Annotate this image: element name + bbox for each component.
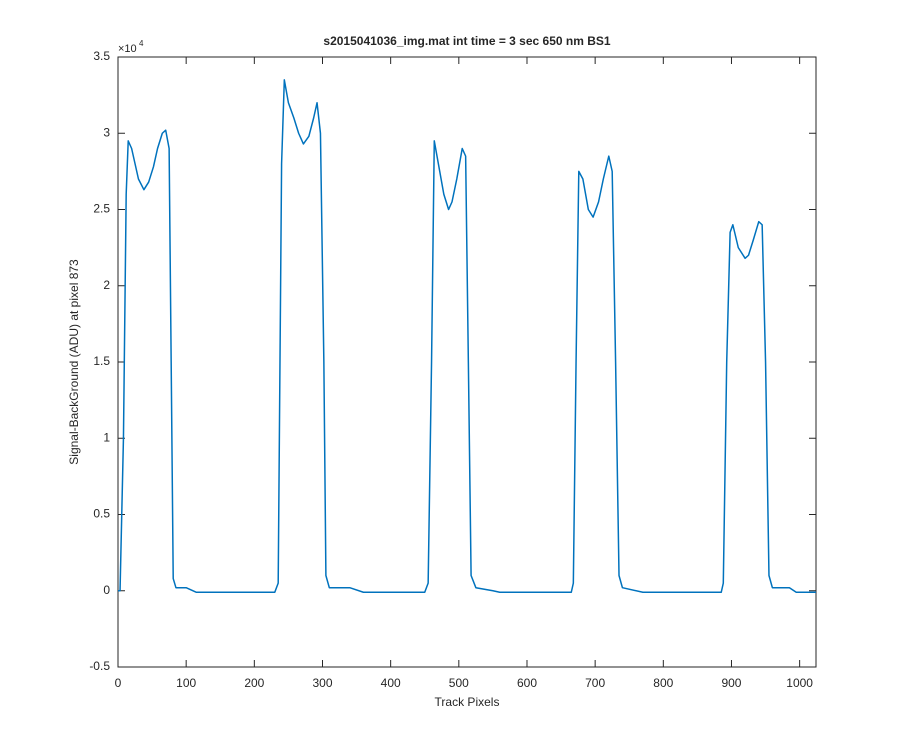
y-tick-label: -0.5 [89, 659, 110, 673]
x-tick-label: 600 [517, 676, 537, 690]
x-tick-label: 900 [721, 676, 741, 690]
plot-box [117, 56, 817, 668]
y-tick-label: 1 [103, 430, 110, 444]
y-tick-label: 0.5 [93, 507, 110, 521]
x-tick-label: 100 [176, 676, 196, 690]
y-exponent: 4 [139, 39, 144, 48]
y-exponent-base: ×10 [118, 43, 137, 55]
x-tick-label: 400 [381, 676, 401, 690]
y-tick-label: 2.5 [93, 202, 110, 216]
y-tick-label: 2 [103, 278, 110, 292]
x-tick-label: 700 [585, 676, 605, 690]
y-axis-label: Signal-BackGround (ADU) at pixel 873 [67, 259, 81, 465]
x-tick-label: 800 [653, 676, 673, 690]
y-tick-label: 0 [103, 583, 110, 597]
chart-title: s2015041036_img.mat int time = 3 sec 650… [323, 34, 610, 48]
y-tick-label: 1.5 [93, 354, 110, 368]
x-tick-label: 0 [115, 676, 122, 690]
x-tick-label: 1000 [786, 676, 813, 690]
x-tick-label: 500 [449, 676, 469, 690]
y-tick-label: 3 [103, 125, 110, 139]
x-tick-label: 200 [244, 676, 264, 690]
data-line [118, 79, 816, 594]
x-axis-label: Track Pixels [435, 695, 500, 709]
y-tick-label: 3.5 [93, 49, 110, 63]
x-tick-label: 300 [312, 676, 332, 690]
